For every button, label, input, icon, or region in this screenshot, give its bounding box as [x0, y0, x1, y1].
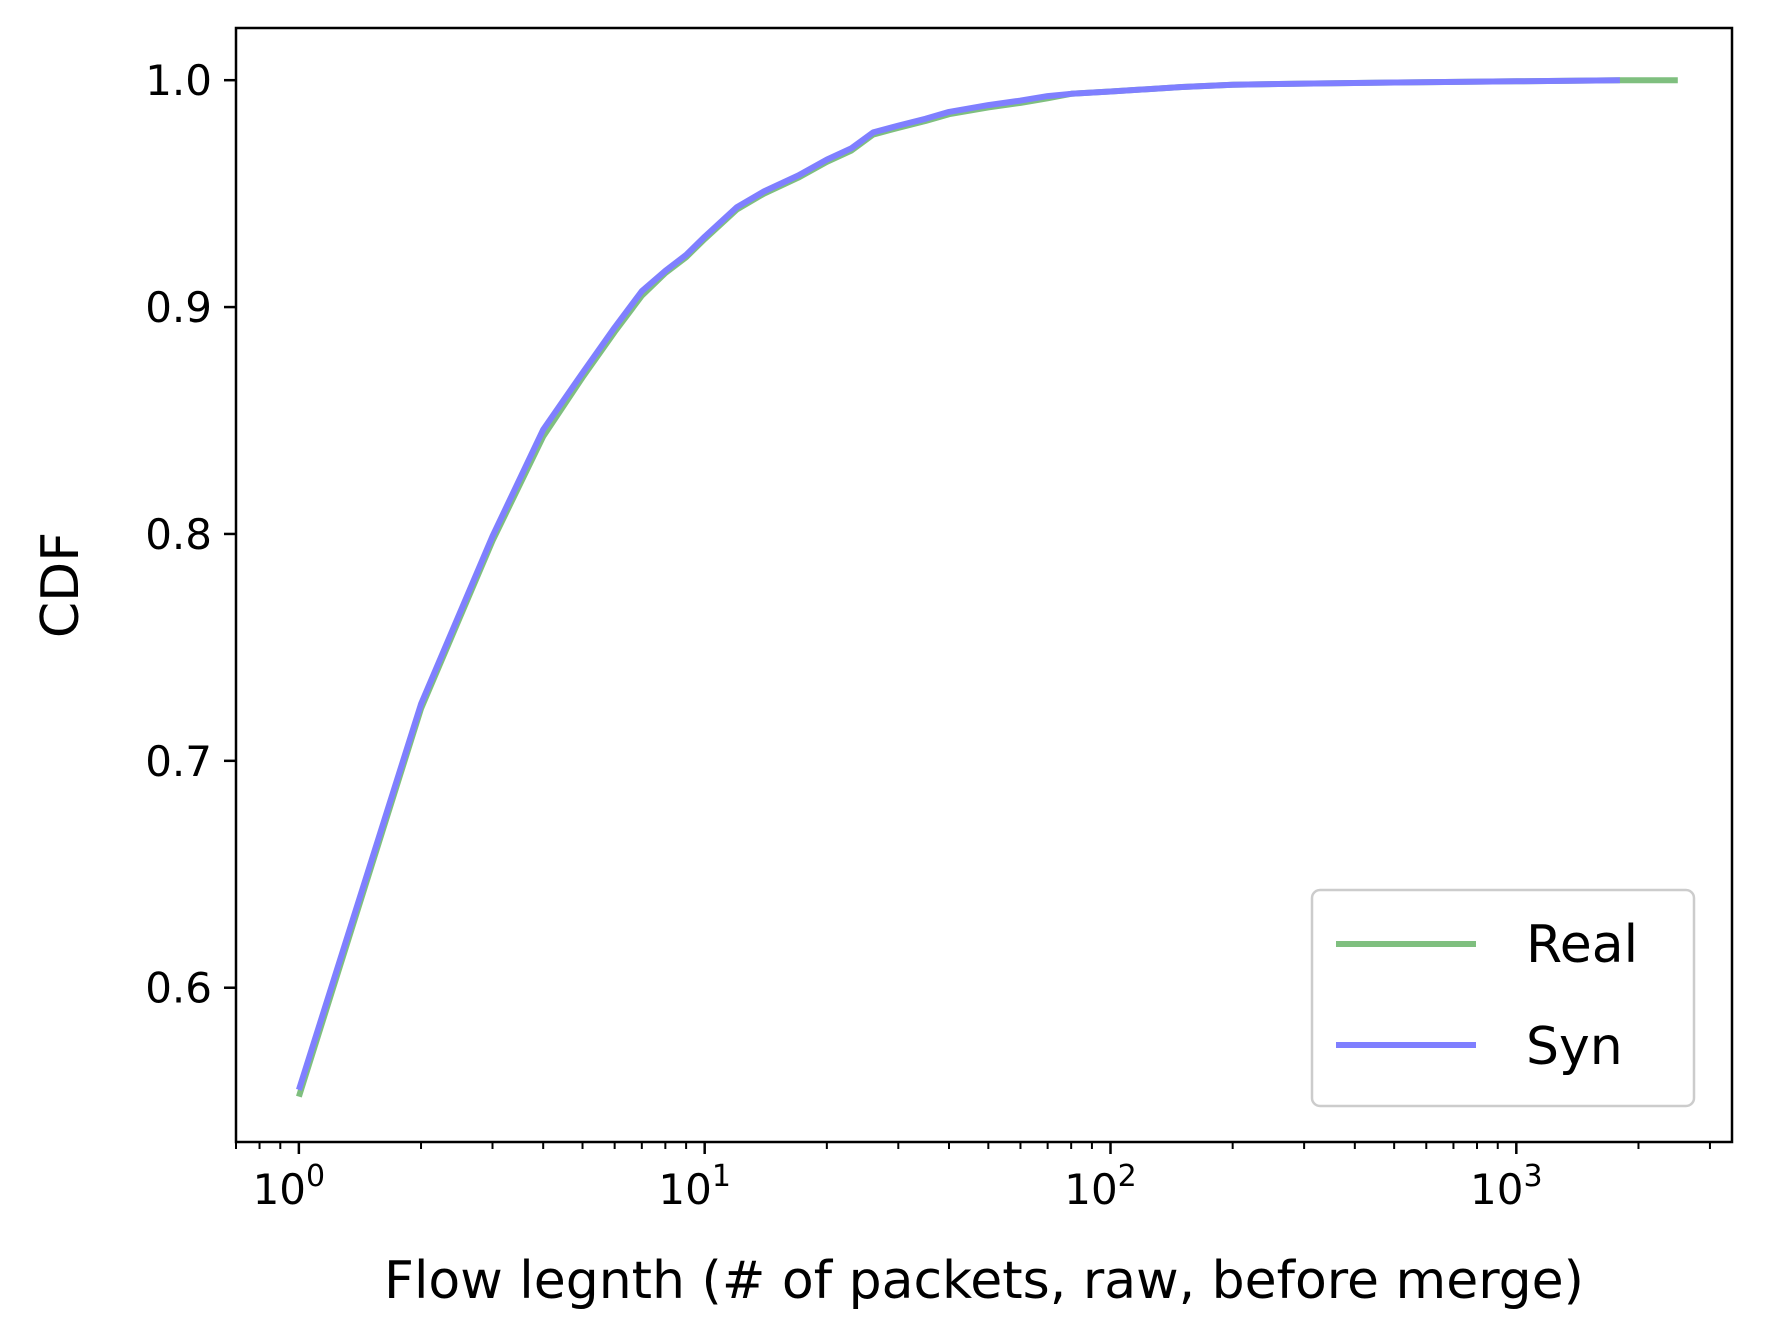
x-tick-label: 100 — [253, 1159, 326, 1214]
series-lines — [296, 77, 1678, 1098]
y-tick-label: 0.8 — [145, 510, 212, 559]
x-tick-base: 10 — [658, 1165, 711, 1214]
y-tick-label: 1.0 — [145, 56, 212, 105]
y-tick-label: 0.7 — [145, 737, 212, 786]
x-tick-exponent: 3 — [1523, 1159, 1542, 1194]
x-tick-exponent: 1 — [712, 1159, 731, 1194]
x-tick-exponent: 0 — [306, 1159, 325, 1194]
x-tick-base: 10 — [1470, 1165, 1523, 1214]
x-tick-label: 103 — [1470, 1159, 1543, 1214]
x-axis-ticks: 100 101 102 103 — [253, 1142, 1543, 1214]
y-axis-ticks: 0.6 0.7 0.8 0.9 1.0 — [145, 56, 236, 1013]
x-axis-label: Flow legnth (# of packets, raw, before m… — [384, 1251, 1584, 1311]
series-line-syn — [296, 77, 1620, 1091]
x-tick-label: 101 — [658, 1159, 731, 1214]
legend-label-syn: Syn — [1526, 1017, 1623, 1077]
y-tick-label: 0.9 — [145, 283, 212, 332]
y-tick-label: 0.6 — [145, 964, 212, 1013]
x-tick-base: 10 — [253, 1165, 306, 1214]
legend-label-real: Real — [1526, 915, 1638, 975]
x-minor-ticks — [235, 1142, 1711, 1149]
x-tick-label: 102 — [1064, 1159, 1137, 1214]
legend: Real Syn — [1310, 888, 1696, 1108]
x-tick-base: 10 — [1064, 1165, 1117, 1214]
y-axis-label: CDF — [31, 532, 91, 638]
x-tick-exponent: 2 — [1118, 1159, 1137, 1194]
